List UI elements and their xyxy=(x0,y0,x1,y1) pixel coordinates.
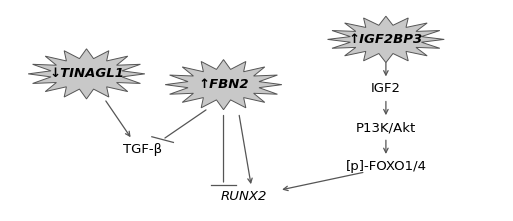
Polygon shape xyxy=(28,49,145,99)
Text: [p]-FOXO1/4: [p]-FOXO1/4 xyxy=(345,160,426,173)
Text: RUNX2: RUNX2 xyxy=(221,190,267,203)
Polygon shape xyxy=(165,60,282,110)
Polygon shape xyxy=(327,16,444,63)
Text: TGF-β: TGF-β xyxy=(123,143,162,156)
Text: P13K/Akt: P13K/Akt xyxy=(356,121,416,134)
Text: ↓TINAGL1: ↓TINAGL1 xyxy=(49,67,124,80)
Text: IGF2: IGF2 xyxy=(371,82,401,95)
Text: ↑FBN2: ↑FBN2 xyxy=(198,78,249,91)
Text: ↑IGF2BP3: ↑IGF2BP3 xyxy=(349,33,423,46)
